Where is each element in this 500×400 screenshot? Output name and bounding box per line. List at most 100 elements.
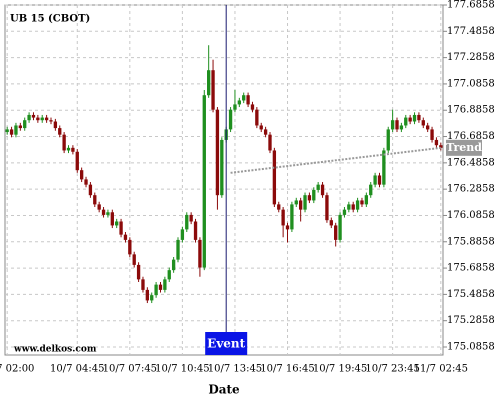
candle-body <box>53 121 58 129</box>
candle-body <box>128 239 132 255</box>
candle-body <box>303 195 307 210</box>
x-tick-label: 10/7 07:45 <box>103 364 157 375</box>
candle-body <box>434 139 439 146</box>
candle-body <box>220 139 224 196</box>
candle-body <box>263 129 268 135</box>
candle-body <box>27 114 31 121</box>
candle-body <box>255 109 259 126</box>
candle-body <box>14 125 18 135</box>
candle-body <box>421 120 425 126</box>
candle-body <box>386 129 390 151</box>
candle-body <box>338 214 342 240</box>
candle-body <box>233 104 237 110</box>
candle-body <box>417 114 421 121</box>
y-tick-label: 176.0858 <box>447 210 495 221</box>
y-tick-label: 176.6858 <box>447 131 495 142</box>
y-tick-label: 175.6858 <box>447 263 495 274</box>
candle-body <box>277 204 281 210</box>
candle-body <box>320 184 325 196</box>
candle-body <box>163 279 167 290</box>
x-tick-label: 10/7 23:45 <box>365 364 419 375</box>
x-tick-label: 11/7 02:45 <box>414 364 468 375</box>
candle-body <box>360 200 364 205</box>
y-tick-label: 176.4858 <box>447 157 495 168</box>
candle-body <box>334 225 338 240</box>
chart-title: UB 15 (CBOT) <box>10 14 90 25</box>
candle-body <box>351 204 355 210</box>
candle-body <box>242 95 246 101</box>
candle-body <box>58 128 62 135</box>
candle-body <box>298 200 303 210</box>
candle-body <box>307 195 312 201</box>
y-tick-label: 175.4858 <box>447 289 495 300</box>
candle-body <box>408 117 412 122</box>
candle-body <box>141 279 145 290</box>
candle-body <box>93 195 97 205</box>
candle-body <box>198 239 202 268</box>
candle-body <box>101 209 106 215</box>
candle-body <box>329 220 333 226</box>
watermark: www.delkos.com <box>13 345 97 355</box>
candle-body <box>347 204 351 210</box>
candle-body <box>377 175 382 185</box>
event-label: Event <box>207 337 245 351</box>
y-tick-label: 176.8858 <box>447 105 495 116</box>
candle-body <box>5 129 9 133</box>
candle-body <box>75 151 79 171</box>
candle-body <box>62 134 66 151</box>
candle-body <box>294 200 298 205</box>
candle-body <box>97 204 101 210</box>
trend-line <box>230 146 441 174</box>
candle-body <box>316 184 320 190</box>
candle-body <box>49 120 53 122</box>
candle-body <box>44 117 49 121</box>
candle-body <box>106 212 110 215</box>
event-label-box <box>205 332 248 355</box>
y-tick-label: 177.0858 <box>447 78 495 89</box>
candle-body <box>71 147 75 152</box>
candle-body <box>395 120 399 130</box>
candle-body <box>373 175 377 185</box>
candle-body <box>132 254 136 265</box>
candle-body <box>23 120 27 129</box>
candle-body <box>228 109 233 130</box>
candle-body <box>207 70 211 96</box>
candle-body <box>84 179 88 185</box>
candle-body <box>325 195 329 221</box>
candle-body <box>259 125 263 130</box>
candle-body <box>439 145 443 148</box>
candle-body <box>115 221 119 226</box>
candle-body <box>211 70 215 110</box>
candle-body <box>123 234 128 240</box>
candle-body <box>246 95 250 105</box>
candle-body <box>281 209 285 226</box>
candle-body <box>355 200 360 210</box>
y-tick-label: 175.2858 <box>447 315 495 326</box>
candle-body <box>250 104 255 110</box>
x-axis-title: Date <box>208 383 240 397</box>
candle-body <box>215 109 220 196</box>
candle-body <box>145 289 150 301</box>
candle-body <box>399 125 404 130</box>
candle-body <box>176 239 180 260</box>
y-tick-label: 175.0858 <box>447 342 495 353</box>
candle-body <box>342 209 347 215</box>
candle-body <box>412 114 417 122</box>
candle-body <box>426 125 430 130</box>
x-tick-label: 10/7 02:00 <box>0 364 34 375</box>
candle-body <box>119 221 123 235</box>
y-tick-label: 176.2858 <box>447 184 495 195</box>
candle-body <box>185 214 189 230</box>
candle-body <box>364 195 369 205</box>
trend-label-box <box>446 139 482 156</box>
candle-body <box>136 264 141 280</box>
candle-body <box>382 150 386 185</box>
candle-body <box>9 129 14 135</box>
x-tick-label: 10/7 04:45 <box>50 364 104 375</box>
candle-body <box>110 212 114 226</box>
candle-body <box>193 221 198 240</box>
candle-body <box>268 134 272 151</box>
candle-body <box>158 284 163 290</box>
candle-body <box>66 147 71 151</box>
